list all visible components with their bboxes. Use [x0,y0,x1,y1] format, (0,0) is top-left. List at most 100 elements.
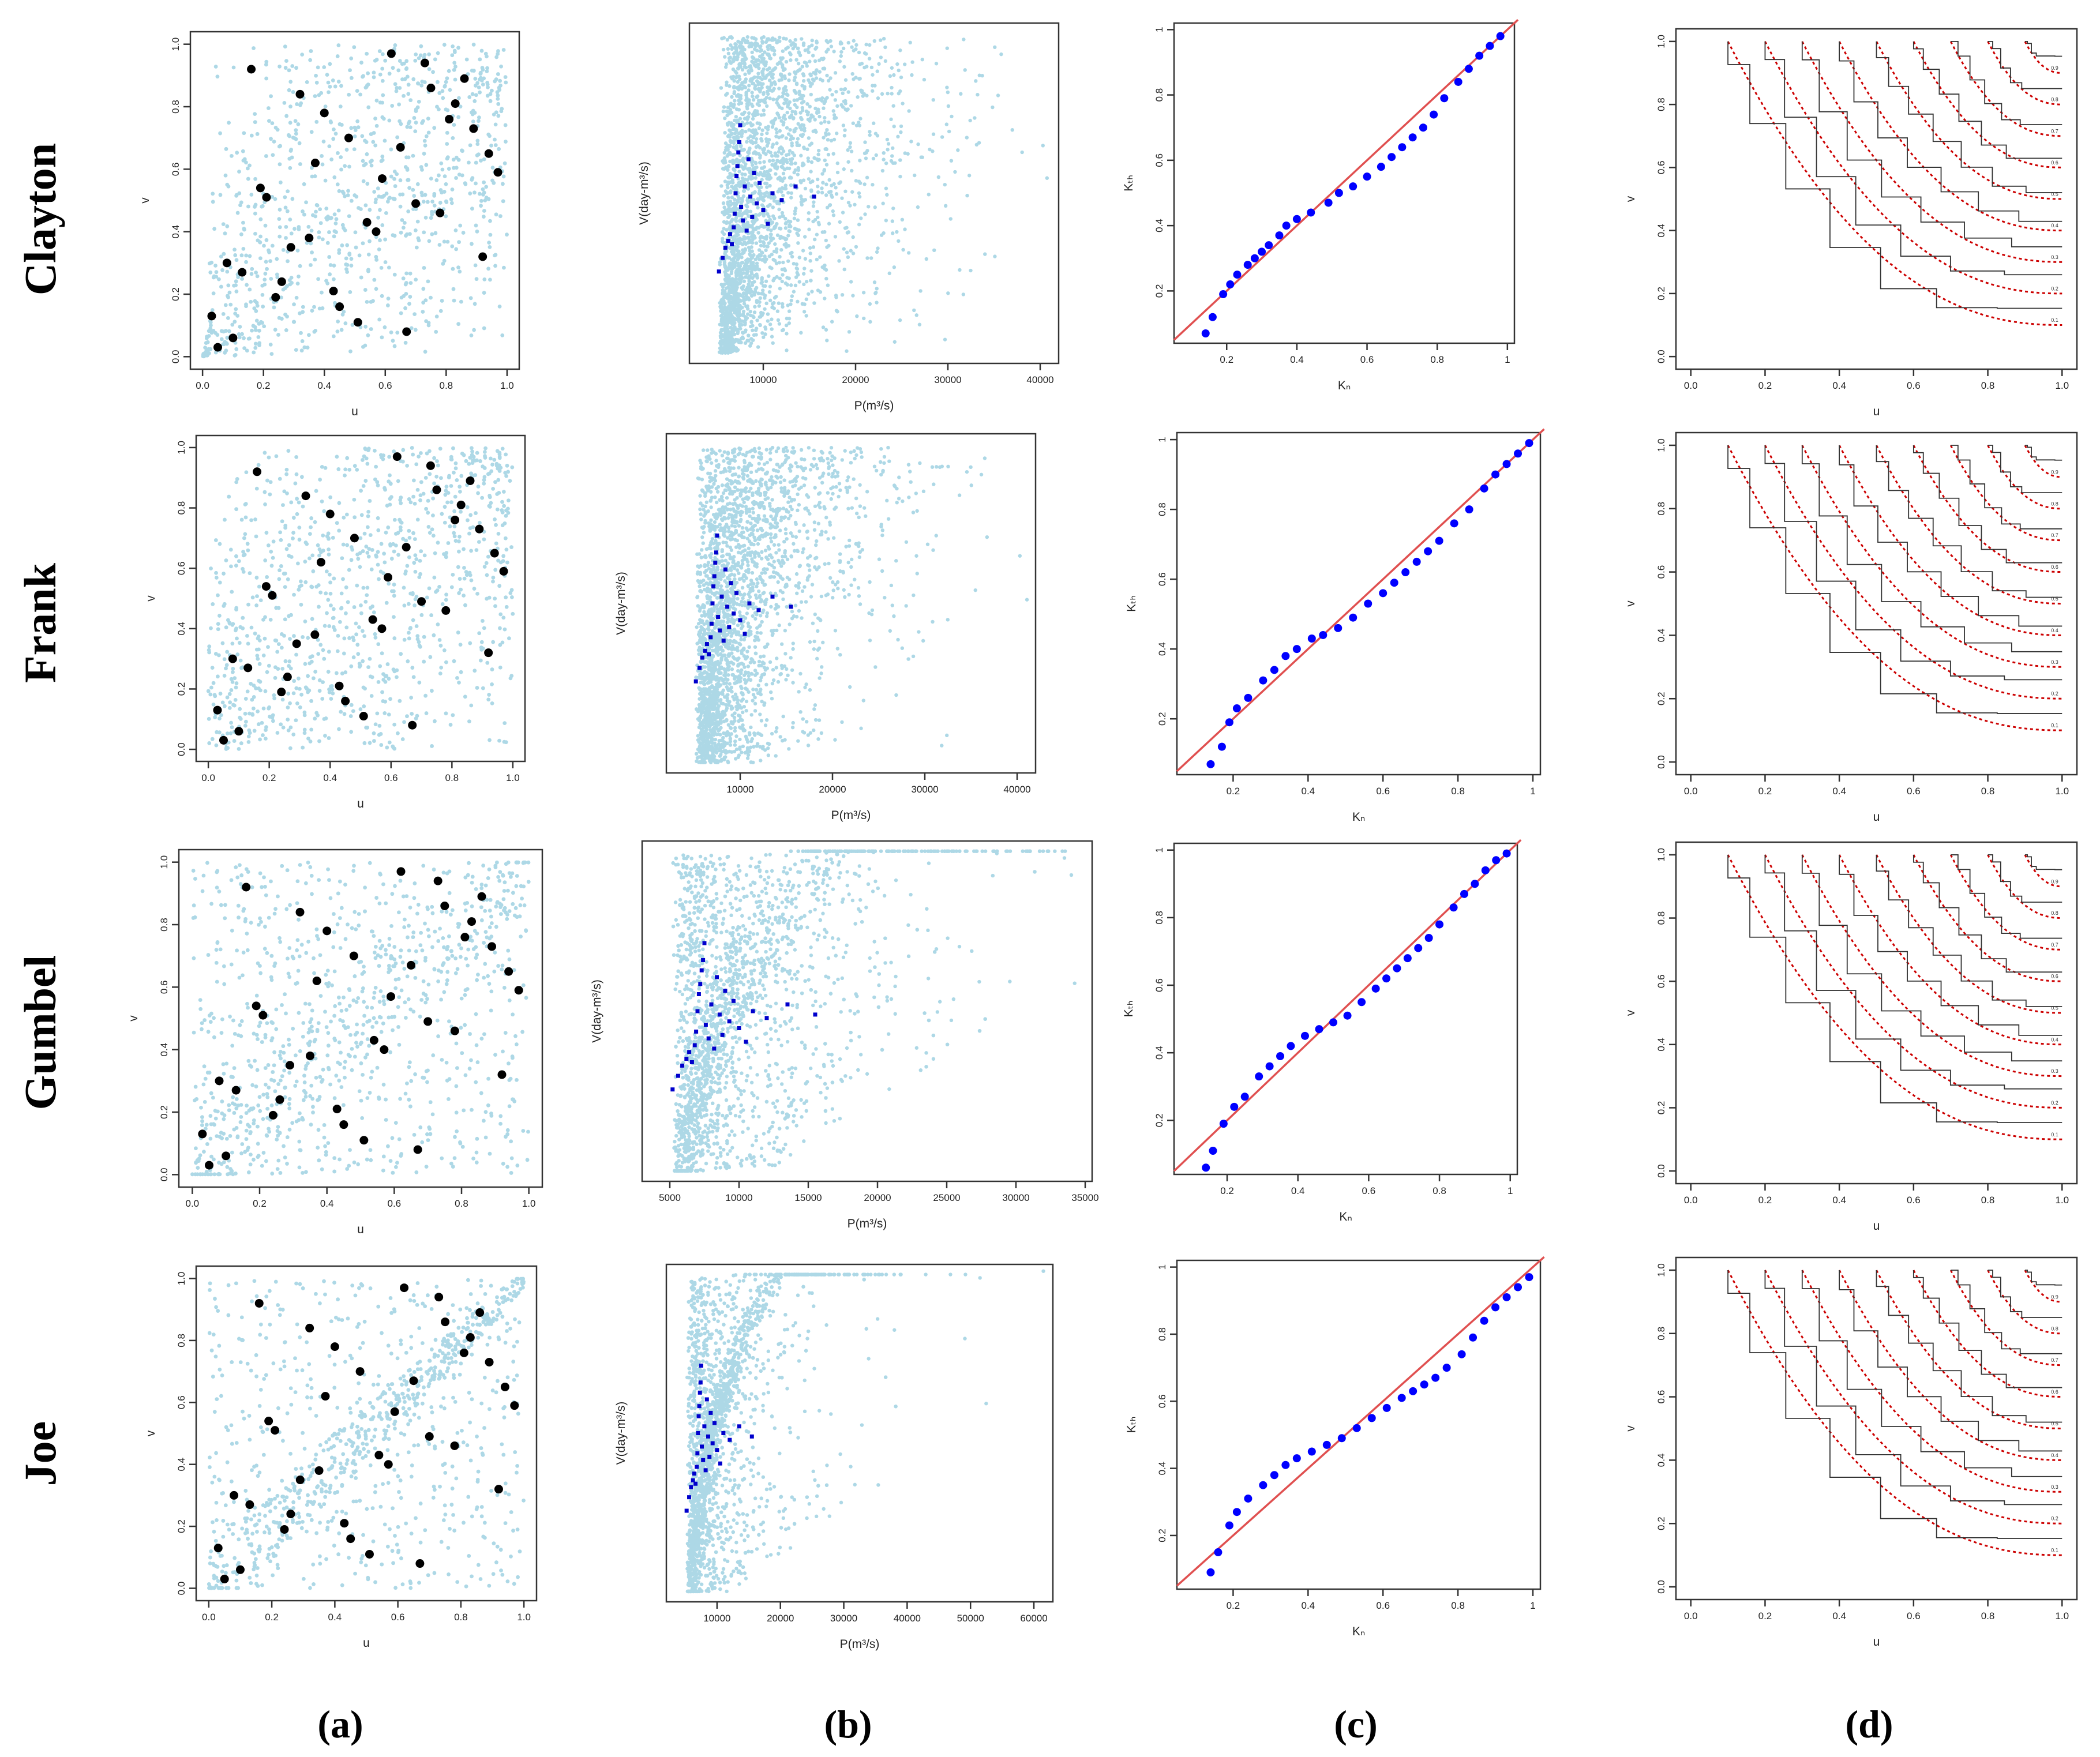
sample-point [388,1387,392,1391]
sample-point [321,680,325,685]
sample-point [298,311,302,316]
sample-point [193,1084,198,1089]
sample-point [258,234,262,239]
sample-point [381,1154,386,1159]
sample-point [334,1476,338,1480]
sample-point [267,455,271,460]
sample-point [230,322,235,327]
sample-point [202,1064,207,1069]
panel-a-xtick-label: 1.0 [517,1612,531,1623]
sample-point [276,894,280,899]
observed-point [411,199,421,208]
sample-point [478,459,482,463]
sample-point [316,652,321,656]
sample-point [237,1336,241,1341]
sample-point [406,92,411,96]
sample-point [501,615,506,620]
sample-point [475,450,479,455]
sample-point [232,676,237,681]
sample-point [999,52,1003,57]
sample-point [478,1577,483,1581]
sample-point [356,1430,361,1435]
sample-point [412,1298,417,1303]
sample-point [361,1456,365,1460]
observed-point [451,99,460,108]
sample-point [460,1051,464,1056]
sample-point [348,1033,352,1037]
sample-point [431,1427,436,1432]
sample-point [444,598,448,602]
sample-point [253,1557,258,1561]
sample-point [384,1410,389,1415]
sample-point [469,703,474,708]
sample-point [392,615,396,620]
sample-point [252,1279,257,1283]
sample-point [331,1515,336,1520]
sample-point [212,1157,216,1162]
sample-point [378,1504,383,1509]
sample-point [408,232,412,236]
sample-point [793,70,797,74]
sample-point [464,570,468,574]
sample-point [332,212,337,217]
sample-point [365,1157,369,1162]
sample-point [401,1406,406,1410]
sample-point [440,602,445,606]
sample-point [274,606,279,610]
sample-point [373,1484,378,1488]
panel-a-xtick-label: 0.0 [196,380,209,391]
sample-point [258,964,262,968]
sample-point [460,1144,465,1149]
sample-point [224,1136,229,1141]
sample-point [358,1450,362,1454]
sample-point [441,936,445,940]
sample-point [211,1095,215,1100]
sample-point [222,657,227,662]
sample-point [237,332,241,336]
sample-point [430,232,434,236]
sample-point [231,1532,235,1536]
observed-point [450,1026,459,1035]
sample-point [307,1041,312,1046]
sample-point [471,1323,475,1327]
sample-point [409,1079,414,1083]
sample-point [431,513,435,518]
sample-point [442,239,447,244]
sample-point [317,1158,321,1163]
sample-point [276,1566,280,1571]
sample-point [299,475,304,479]
sample-point [291,1506,295,1510]
sample-point [318,643,323,647]
sample-point [466,1320,470,1325]
sample-point [269,1103,274,1107]
sample-point [382,325,387,329]
sample-point [475,1060,480,1064]
sample-point [220,641,225,645]
sample-point [297,1496,301,1500]
sample-point [447,1019,451,1024]
sample-point [811,54,815,58]
sample-point [509,545,513,549]
observed-point [242,883,251,892]
sample-point [291,732,296,737]
sample-point [446,491,451,495]
sample-point [475,931,479,936]
sample-point [272,1050,276,1054]
sample-point [524,996,528,1000]
sample-point [400,960,405,965]
sample-point [208,1455,212,1460]
sample-point [316,1128,321,1132]
sample-point [509,1298,514,1302]
sample-point [214,1575,219,1580]
sample-point [500,963,505,968]
sample-point [280,1514,284,1518]
sample-point [481,686,485,690]
sample-point [254,603,259,607]
sample-point [373,117,377,121]
sample-point [427,449,432,453]
sample-point [482,975,486,980]
sample-point [247,1575,252,1580]
sample-point [486,266,490,271]
sample-point [475,1505,479,1510]
sample-point [482,157,486,162]
